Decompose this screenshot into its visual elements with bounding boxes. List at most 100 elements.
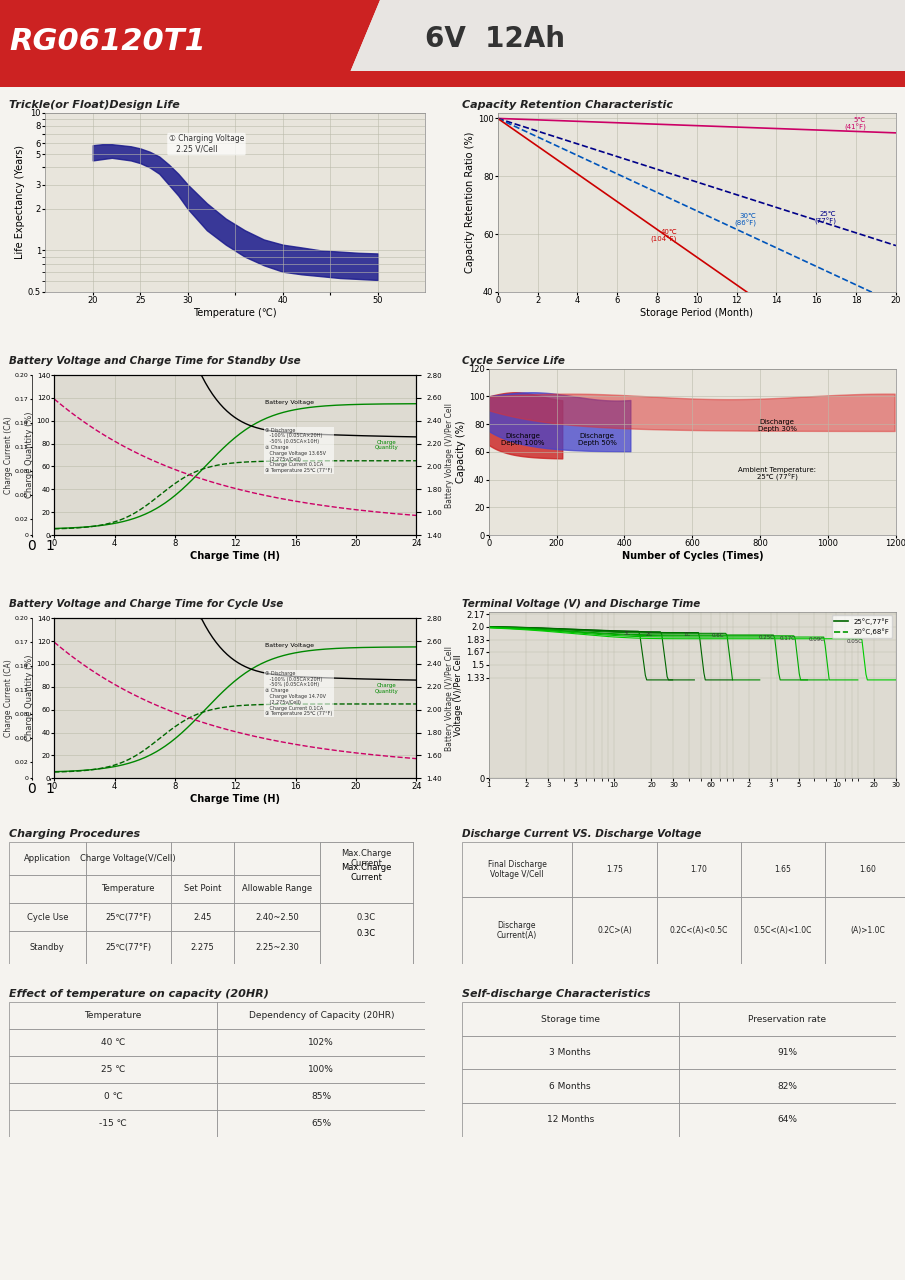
Text: Battery Voltage and Charge Time for Cycle Use: Battery Voltage and Charge Time for Cycl… <box>9 599 283 609</box>
100% <box>393 396 404 411</box>
Bar <box>217 1002 425 1029</box>
Text: 2.45: 2.45 <box>194 913 212 922</box>
Polygon shape <box>344 0 905 87</box>
Text: Capacity Retention Characteristic: Capacity Retention Characteristic <box>462 100 672 110</box>
Bar <box>171 932 234 964</box>
Text: 82%: 82% <box>777 1082 797 1091</box>
Text: Application: Application <box>24 854 71 863</box>
Bar <box>234 842 319 874</box>
Text: 1.75: 1.75 <box>606 865 623 874</box>
Text: 1.65: 1.65 <box>775 865 792 874</box>
Bar <box>217 1029 425 1056</box>
Bar <box>86 842 171 874</box>
Bar <box>462 1103 679 1137</box>
50% <box>116 755 127 771</box>
Bar <box>171 842 234 874</box>
Bar <box>741 897 825 964</box>
Bar <box>171 874 234 904</box>
Bar <box>462 897 573 964</box>
Y-axis label: Charge Quantity (%): Charge Quantity (%) <box>24 655 33 741</box>
Text: Self-discharge Characteristics: Self-discharge Characteristics <box>462 989 650 1000</box>
Bar <box>462 842 573 897</box>
Line: 100%: 100% <box>54 646 416 772</box>
100% <box>146 748 157 763</box>
Y-axis label: Voltage (V)/Per Cell: Voltage (V)/Per Cell <box>454 654 463 736</box>
Text: 12 Months: 12 Months <box>547 1115 594 1124</box>
Text: 0.2C>(A): 0.2C>(A) <box>597 925 632 934</box>
Bar <box>319 842 413 874</box>
Text: 40℃
(104°F): 40℃ (104°F) <box>651 229 677 243</box>
Y-axis label: Battery Voltage (V)/Per Cell: Battery Voltage (V)/Per Cell <box>444 645 453 751</box>
Bar <box>9 932 86 964</box>
Bar <box>234 904 319 932</box>
Bar <box>9 904 86 932</box>
100% <box>380 640 391 655</box>
Text: 0.3C: 0.3C <box>357 929 376 938</box>
Text: 0.05C: 0.05C <box>846 639 862 644</box>
Bar <box>657 842 741 897</box>
Legend: 25°C,77°F, 20°C,68°F: 25°C,77°F, 20°C,68°F <box>832 616 892 637</box>
Bar <box>234 874 319 904</box>
50% <box>71 520 81 535</box>
Text: 1.70: 1.70 <box>691 865 707 874</box>
Text: Discharge
Current(A): Discharge Current(A) <box>497 920 537 940</box>
Text: 30℃
(86°F): 30℃ (86°F) <box>735 212 757 228</box>
Text: ① Discharge
   -100% (0.05CA×20H)
   -50% (0.05CA×10H)
② Charge
   Charge Voltag: ① Discharge -100% (0.05CA×20H) -50% (0.0… <box>265 428 333 474</box>
Text: -15 ℃: -15 ℃ <box>100 1119 127 1128</box>
Text: 2.275: 2.275 <box>191 943 214 952</box>
Text: 1.60: 1.60 <box>859 865 876 874</box>
Text: 102%: 102% <box>309 1038 334 1047</box>
100% <box>71 520 81 535</box>
Text: Standby: Standby <box>30 943 64 952</box>
Bar <box>319 904 413 964</box>
Bar <box>319 874 413 904</box>
Text: Terminal Voltage (V) and Discharge Time: Terminal Voltage (V) and Discharge Time <box>462 599 700 609</box>
Bar <box>825 897 905 964</box>
Text: ① Discharge
   -100% (0.05CA×20H)
   -50% (0.05CA×10H)
② Charge
   Charge Voltag: ① Discharge -100% (0.05CA×20H) -50% (0.0… <box>265 671 333 717</box>
Bar <box>9 1083 217 1110</box>
Text: Charge
Quantity: Charge Quantity <box>375 682 398 694</box>
X-axis label: Storage Period (Month): Storage Period (Month) <box>641 307 753 317</box>
100% <box>146 504 157 520</box>
Bar <box>217 1083 425 1110</box>
Bar <box>319 932 413 964</box>
Bar <box>9 1002 217 1029</box>
Text: 25℃
(77°F): 25℃ (77°F) <box>814 211 836 225</box>
Text: Discharge Current VS. Discharge Voltage: Discharge Current VS. Discharge Voltage <box>462 829 701 840</box>
Text: Effect of temperature on capacity (20HR): Effect of temperature on capacity (20HR) <box>9 989 269 1000</box>
100% <box>380 397 391 412</box>
Text: Cycle Use: Cycle Use <box>26 913 68 922</box>
100% <box>71 763 81 778</box>
Text: 100%: 100% <box>309 1065 334 1074</box>
50% <box>393 696 404 712</box>
Text: 2.25~2.30: 2.25~2.30 <box>255 943 299 952</box>
Bar <box>86 874 171 904</box>
Polygon shape <box>0 0 380 87</box>
Text: Discharge
Depth 100%: Discharge Depth 100% <box>500 433 545 445</box>
Text: Charging Procedures: Charging Procedures <box>9 829 140 840</box>
Y-axis label: Life Expectancy (Years): Life Expectancy (Years) <box>15 145 25 260</box>
Bar <box>86 904 171 932</box>
Text: 0.17C: 0.17C <box>779 636 795 640</box>
Text: 65%: 65% <box>311 1119 331 1128</box>
Bar <box>9 874 86 904</box>
Text: Storage time: Storage time <box>540 1015 600 1024</box>
50% <box>380 453 391 468</box>
Bar <box>234 932 319 964</box>
Bar <box>319 904 413 932</box>
Text: Max.Charge
Current: Max.Charge Current <box>341 849 392 868</box>
50% <box>393 453 404 468</box>
Text: Trickle(or Float)Design Life: Trickle(or Float)Design Life <box>9 100 180 110</box>
Text: 3C: 3C <box>624 631 631 636</box>
Text: Battery Voltage: Battery Voltage <box>265 399 314 404</box>
Y-axis label: Capacity Retention Ratio (%): Capacity Retention Ratio (%) <box>465 132 475 273</box>
Text: 25℃(77°F): 25℃(77°F) <box>105 943 151 952</box>
Bar <box>679 1002 896 1036</box>
100% <box>63 763 74 778</box>
Text: 0.2C<(A)<0.5C: 0.2C<(A)<0.5C <box>670 925 728 934</box>
50% <box>63 764 74 780</box>
Text: 64%: 64% <box>777 1115 797 1124</box>
Y-axis label: Charge Current (CA): Charge Current (CA) <box>4 416 13 494</box>
Line: 100%: 100% <box>54 403 416 529</box>
Bar <box>462 1036 679 1070</box>
